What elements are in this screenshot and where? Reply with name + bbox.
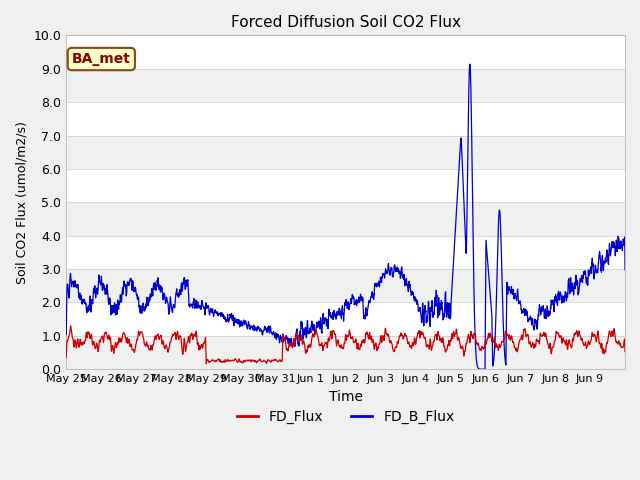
Bar: [67, 102, 625, 135]
Bar: [67, 135, 625, 169]
Bar: [67, 202, 625, 236]
Y-axis label: Soil CO2 Flux (umol/m2/s): Soil CO2 Flux (umol/m2/s): [15, 121, 28, 284]
Text: BA_met: BA_met: [72, 52, 131, 66]
Legend: FD_Flux, FD_B_Flux: FD_Flux, FD_B_Flux: [231, 404, 460, 429]
Title: Forced Diffusion Soil CO2 Flux: Forced Diffusion Soil CO2 Flux: [230, 15, 461, 30]
Bar: [67, 302, 625, 336]
Bar: [67, 36, 625, 69]
Bar: [67, 236, 625, 269]
Bar: [67, 69, 625, 102]
Bar: [67, 336, 625, 369]
X-axis label: Time: Time: [329, 390, 363, 404]
Bar: [67, 169, 625, 202]
Bar: [67, 269, 625, 302]
